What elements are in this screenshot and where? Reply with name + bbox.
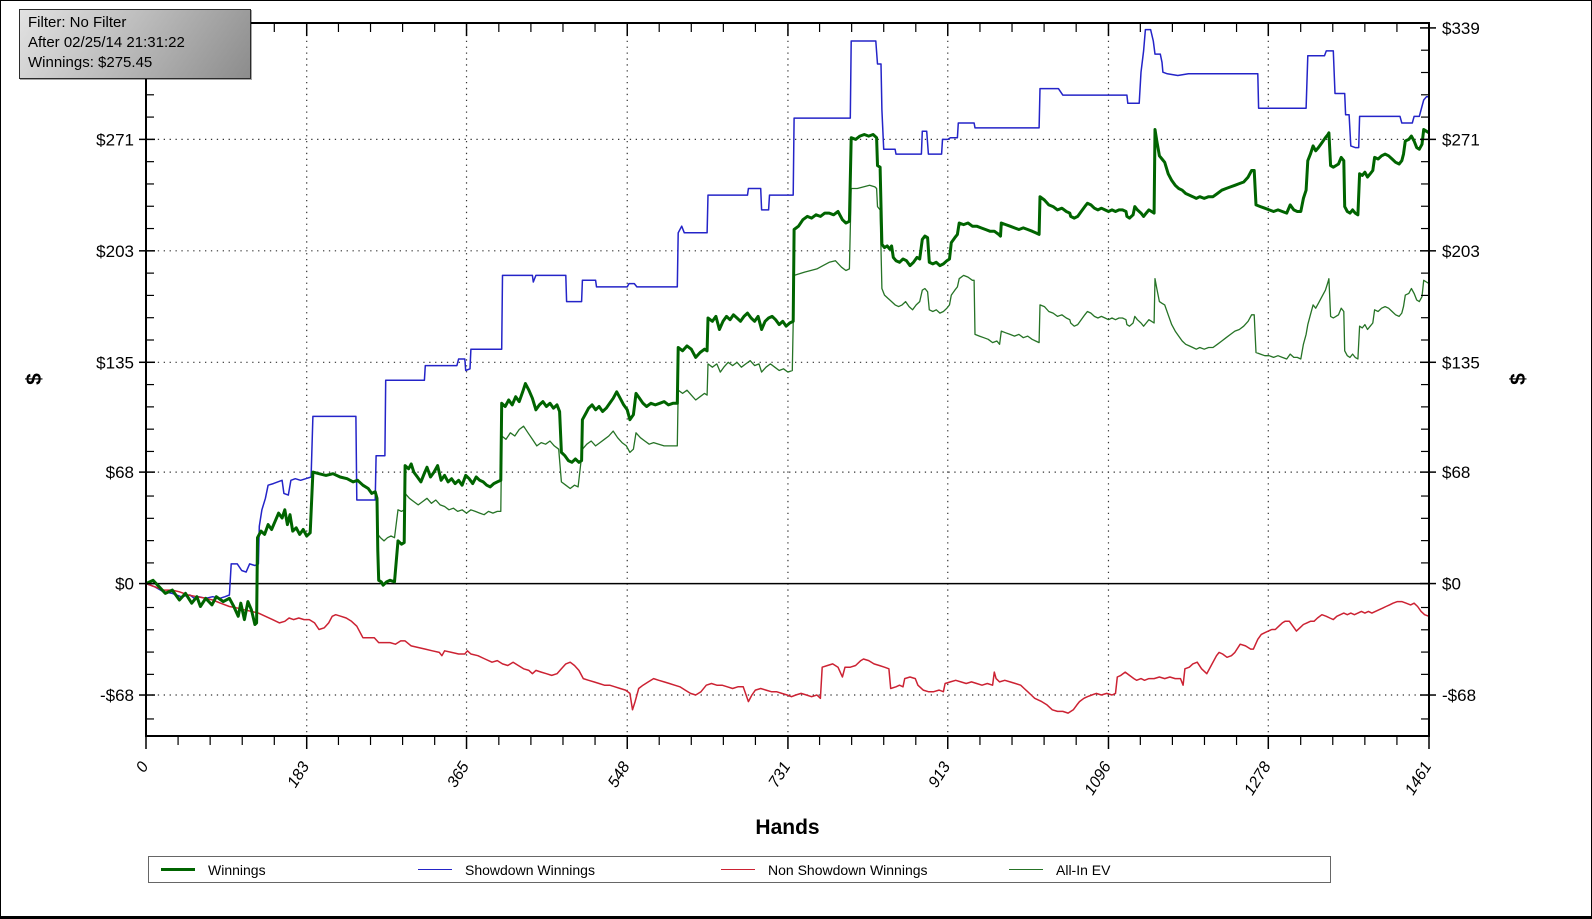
x-axis-tick-label: 1278 (1241, 759, 1274, 798)
legend-label: Showdown Winnings (465, 861, 595, 878)
x-axis-tick-label: 1096 (1082, 759, 1115, 798)
showdown-winnings-line-swatch (418, 869, 452, 870)
y-axis-tick-label-right: $339 (1442, 19, 1480, 38)
x-axis-title: Hands (755, 816, 819, 839)
y-axis-tick-label-right: $271 (1442, 130, 1480, 149)
x-axis-tick-label: 1461 (1402, 759, 1435, 798)
tooltip-after-date-line: After 02/25/14 21:31:22 (28, 34, 185, 51)
y-axis-tick-label-left: -$68 (100, 686, 134, 705)
x-axis-tick-label: 913 (926, 759, 955, 791)
tooltip-winnings-line: Winnings: $275.45 (28, 54, 153, 71)
y-axis-tick-label-left: $68 (106, 463, 134, 482)
winnings-line-swatch (161, 868, 195, 871)
series-line-all-in-ev (145, 184, 1430, 626)
y-axis-tick-label-right: -$68 (1442, 686, 1476, 705)
y-axis-tick-label-left: $203 (96, 242, 134, 261)
x-axis-tick-label: 365 (444, 759, 473, 791)
y-axis-tick-label-right: $135 (1442, 353, 1480, 372)
legend-item-non-showdown-winnings[interactable]: Non Showdown Winnings (721, 857, 928, 882)
series-line-non-showdown-winnings (145, 582, 1430, 714)
y-axis-tick-label-left: $0 (115, 575, 134, 594)
y-axis-title-right: $ (1507, 373, 1530, 385)
legend-label: All-In EV (1056, 861, 1111, 878)
y-axis-tick-label-right: $0 (1442, 575, 1461, 594)
legend-item-showdown-winnings[interactable]: Showdown Winnings (418, 857, 595, 882)
legend-label: Winnings (208, 861, 266, 878)
hover-tooltip: Filter: No Filter After 02/25/14 21:31:2… (19, 9, 251, 79)
legend-item-winnings[interactable]: Winnings (161, 857, 266, 882)
x-axis-tick-label: 548 (605, 759, 634, 791)
non-showdown-winnings-line-swatch (721, 869, 755, 870)
y-axis-tick-label-right: $203 (1442, 242, 1480, 261)
legend-item-all-in-ev[interactable]: All-In EV (1009, 857, 1110, 882)
chart-legend: Winnings Showdown Winnings Non Showdown … (148, 856, 1331, 883)
x-axis-tick-label: 731 (766, 759, 795, 791)
y-axis-tick-label-left: $135 (96, 353, 134, 372)
x-axis-tick-label: 0 (133, 759, 152, 776)
y-axis-tick-label-right: $68 (1442, 463, 1470, 482)
series-line-showdown-winnings (145, 28, 1429, 600)
tooltip-filter-line: Filter: No Filter (28, 14, 127, 31)
x-axis-tick-label: 183 (285, 759, 314, 791)
y-axis-tick-label-left: $271 (96, 130, 134, 149)
y-axis-title-left: $ (23, 373, 46, 385)
legend-label: Non Showdown Winnings (768, 861, 928, 878)
all-in-ev-line-swatch (1009, 869, 1043, 870)
series-line-winnings (145, 128, 1430, 626)
